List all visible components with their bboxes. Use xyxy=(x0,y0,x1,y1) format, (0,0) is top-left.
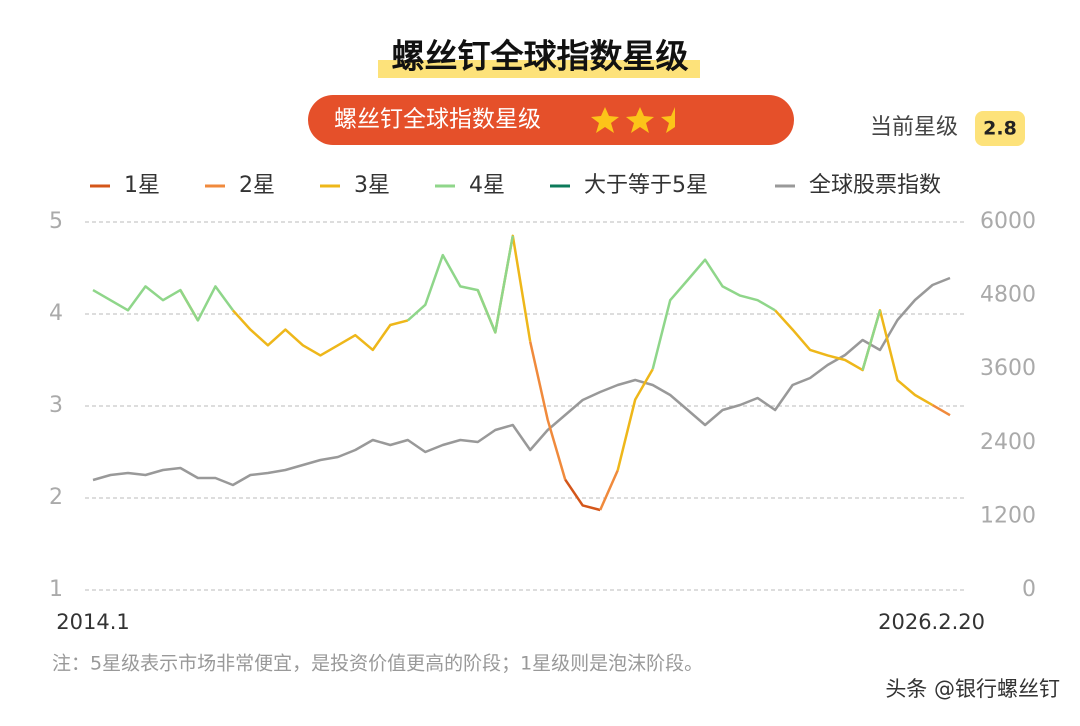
y-tick-label: 1 xyxy=(49,577,63,602)
series-line xyxy=(179,234,934,471)
y2-tick-label: 0 xyxy=(1022,577,1036,602)
rating-badge xyxy=(975,111,1025,146)
rating-label: 当前星级 xyxy=(870,115,958,140)
y2-tick-label: 3600 xyxy=(980,356,1036,381)
series-line xyxy=(92,276,951,487)
legend-label: 4星 xyxy=(469,173,505,198)
x-tick-label: 2014.1 xyxy=(56,610,129,634)
legend-label: 全球股票指数 xyxy=(809,173,941,198)
y-tick-label: 2 xyxy=(49,485,63,510)
rating-value: 2.8 xyxy=(983,118,1017,140)
rating-pill xyxy=(308,95,794,145)
chart-title: 螺丝钉全球指数星级 xyxy=(392,37,689,76)
y2-tick-label: 4800 xyxy=(980,283,1036,308)
pill-text: 螺丝钉全球指数星级 xyxy=(334,107,541,133)
footnote: 注：5星级表示市场非常便宜，是投资价值更高的阶段；1星级则是泡沫阶段。 xyxy=(52,653,703,675)
legend-label: 大于等于5星 xyxy=(584,173,708,198)
legend-label: 3星 xyxy=(354,173,390,198)
x-tick-label: 2026.2.20 xyxy=(878,610,985,634)
series-line xyxy=(564,478,601,512)
y2-tick-label: 1200 xyxy=(980,503,1036,528)
y2-tick-label: 6000 xyxy=(980,209,1036,234)
legend-label: 2星 xyxy=(239,173,275,198)
title-highlight xyxy=(378,60,700,78)
y-tick-label: 3 xyxy=(49,393,63,418)
series-line xyxy=(92,235,882,371)
star-icons xyxy=(591,107,675,133)
watermark: 头条 @银行螺丝钉 xyxy=(885,677,1060,701)
y2-tick-label: 2400 xyxy=(980,430,1036,455)
legend-label: 1星 xyxy=(124,173,160,198)
series-line xyxy=(528,341,951,511)
y-tick-label: 5 xyxy=(49,209,63,234)
y-tick-label: 4 xyxy=(49,301,63,326)
